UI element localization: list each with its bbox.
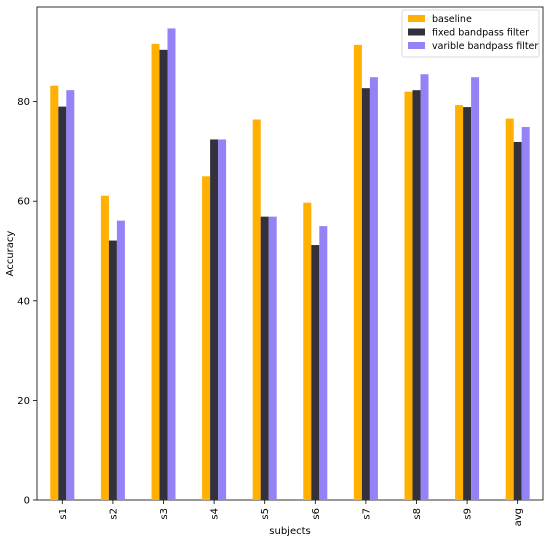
x-tick-label: s4 [210, 508, 221, 520]
bar-s6-series-3 [319, 226, 328, 500]
x-tick-label: avg [513, 508, 524, 526]
y-tick-label: 0 [24, 496, 30, 507]
y-axis-label: Accuracy [5, 231, 16, 277]
y-tick-label: 40 [17, 296, 30, 307]
bar-s5-series-3 [268, 216, 277, 501]
x-tick-label: s9 [463, 508, 474, 520]
bar-avg-series-3 [521, 127, 530, 501]
legend-label: baseline [432, 14, 472, 25]
x-axis-label: subjects [269, 526, 310, 537]
bar-s1-series-2 [58, 106, 67, 501]
bar-s3-series-1 [151, 43, 160, 501]
legend: baseline fixed bandpass filter varible ban… [401, 9, 540, 58]
bar-s2-series-2 [108, 240, 117, 500]
x-tick-label: s6 [311, 508, 322, 520]
bar-s8-series-2 [412, 90, 421, 500]
bar-s8-series-3 [420, 74, 429, 501]
bar-s3-series-3 [167, 28, 176, 500]
bar-avg-series-1 [505, 118, 514, 500]
bar-avg-series-2 [513, 141, 522, 501]
bar-s4-series-2 [210, 139, 219, 500]
y-tick-label: 60 [17, 197, 30, 208]
bar-s6-series-1 [303, 202, 312, 500]
legend-swatch [408, 42, 425, 49]
bar-s7-series-1 [353, 44, 362, 500]
y-tick-label: 20 [17, 396, 30, 407]
bar-s3-series-2 [159, 49, 168, 500]
x-tick-label: s5 [260, 508, 271, 520]
bar-s9-series-3 [471, 77, 480, 500]
bar-s4-series-3 [218, 139, 227, 500]
bar-s6-series-2 [311, 245, 320, 500]
bar-s2-series-1 [100, 195, 109, 500]
bar-s2-series-3 [116, 220, 125, 500]
bar-s1-series-1 [50, 85, 59, 500]
bar-s8-series-1 [404, 91, 413, 501]
legend-label: varible bandpass filter [432, 41, 538, 52]
bar-s9-series-2 [463, 107, 472, 501]
x-tick-label: s8 [412, 508, 423, 520]
x-tick-label: s2 [108, 508, 119, 520]
bar-s5-series-2 [260, 216, 269, 501]
bar-s1-series-3 [66, 90, 75, 500]
bar-s5-series-1 [252, 119, 261, 501]
bar-s7-series-2 [361, 88, 370, 500]
y-tick-label: 80 [17, 97, 30, 108]
legend-swatch [408, 15, 425, 22]
x-tick-label: s7 [361, 508, 372, 520]
legend-swatch [408, 28, 425, 36]
plot-frame [36, 6, 544, 501]
legend-label: fixed bandpass filter [432, 28, 529, 39]
x-tick-label: s1 [58, 508, 69, 520]
bar-s4-series-1 [202, 176, 211, 501]
bar-s7-series-3 [369, 77, 378, 500]
bar-s9-series-1 [455, 105, 464, 500]
legend-box [401, 9, 540, 58]
x-tick-label: s3 [159, 508, 170, 520]
